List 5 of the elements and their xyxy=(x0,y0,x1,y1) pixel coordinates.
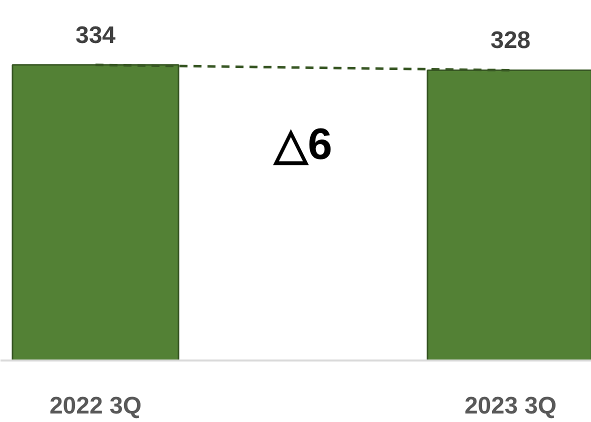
data-label: 328 xyxy=(490,27,531,54)
x-tick-label: 2022 3Q xyxy=(49,392,142,420)
data-label: 334 xyxy=(75,22,116,49)
annotation: △6 xyxy=(272,120,332,169)
x-tick-label: 2023 3Q xyxy=(464,392,557,420)
